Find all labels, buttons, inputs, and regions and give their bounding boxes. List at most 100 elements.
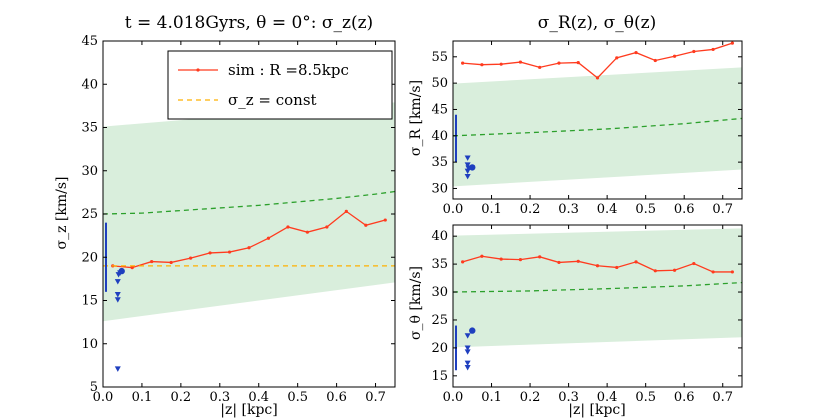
x-tick-label: 0.5 xyxy=(635,390,656,405)
x-tick-label: 0.4 xyxy=(597,390,618,405)
sigma-r-y-axis-label: σ_R [km/s] xyxy=(408,80,424,156)
y-tick-label: 20 xyxy=(81,250,98,265)
y-tick-label: 5 xyxy=(90,380,98,395)
panel-sigma-z: 0.0 0.1 0.2 0.3 0.4 0.5 0.6 0.7 5 10 15 20 25 30 35 40 4… xyxy=(81,34,396,405)
data-point xyxy=(653,58,657,63)
y-tick-label: 30 xyxy=(431,285,448,300)
data-point xyxy=(305,230,309,234)
data-point xyxy=(227,250,232,254)
observation-circle xyxy=(118,267,125,275)
observation-triangle xyxy=(464,155,471,161)
data-point xyxy=(266,236,271,240)
legend-sim-marker xyxy=(196,68,200,72)
y-tick-label: 15 xyxy=(431,369,448,384)
panel-sigma-theta: 0.0 0.1 0.2 0.3 0.4 0.5 0.6 0.7 15 20 25 30 35 40 xyxy=(431,224,743,405)
y-tick-label: 30 xyxy=(431,181,448,196)
data-point xyxy=(130,266,134,270)
data-point xyxy=(730,270,734,274)
x-tick-label: 0.3 xyxy=(209,390,230,405)
legend-sim-label: sim : R =8.5kpc xyxy=(228,61,349,79)
data-point xyxy=(344,209,348,214)
observation-triangle xyxy=(114,292,121,298)
x-tick-label: 0.7 xyxy=(712,390,733,405)
observation-triangle xyxy=(464,168,471,175)
data-point xyxy=(480,254,484,258)
observation-triangle xyxy=(464,360,471,366)
series-line-model xyxy=(453,281,742,293)
x-tick-label: 0.5 xyxy=(635,202,656,217)
y-tick-label: 25 xyxy=(431,313,448,328)
left-y-axis-label: σ_z [km/s] xyxy=(54,177,70,250)
left-panel-title: t = 4.018Gyrs, θ = 0°: σ_z(z) xyxy=(125,13,373,33)
data-point xyxy=(634,50,638,55)
series-line-model xyxy=(453,117,742,137)
series-line-model xyxy=(103,190,395,215)
legend-const-label: σ_z = const xyxy=(228,91,317,109)
data-point xyxy=(499,62,503,66)
data-point xyxy=(325,225,329,229)
y-tick-label: 50 xyxy=(431,76,448,91)
left-x-axis-label: |z| [kpc] xyxy=(220,402,277,418)
data-point xyxy=(247,246,251,250)
x-tick-label: 0.4 xyxy=(248,390,269,405)
data-point xyxy=(518,258,523,262)
y-tick-label: 45 xyxy=(431,102,448,117)
legend: sim : R =8.5kpc σ_z = const xyxy=(167,50,393,120)
data-point xyxy=(286,225,290,229)
observation-triangle xyxy=(464,162,471,168)
data-point xyxy=(595,76,600,80)
data-point xyxy=(653,269,657,273)
model-band xyxy=(453,67,742,187)
observation-triangle xyxy=(114,366,121,372)
data-point xyxy=(692,49,696,54)
axes-frame xyxy=(452,40,743,200)
observation-triangle xyxy=(464,333,471,339)
data-point xyxy=(615,56,619,60)
observation-triangle xyxy=(114,279,121,285)
y-tick-label: 35 xyxy=(431,155,448,170)
y-tick-label: 30 xyxy=(81,164,98,179)
x-tick-label: 0.2 xyxy=(171,390,192,405)
x-tick-label: 0.2 xyxy=(520,202,541,217)
legend-box xyxy=(167,50,393,120)
data-point xyxy=(615,265,619,270)
x-tick-label: 0.6 xyxy=(674,390,695,405)
data-point xyxy=(208,251,212,255)
data-point xyxy=(461,61,465,65)
y-tick-label: 25 xyxy=(81,207,98,222)
data-point xyxy=(557,260,561,265)
y-tick-label: 45 xyxy=(81,34,98,49)
axes-frame xyxy=(452,224,743,388)
observation-triangle xyxy=(464,345,471,351)
y-tick-label: 40 xyxy=(431,129,448,144)
y-tick-label: 40 xyxy=(431,229,448,244)
x-tick-label: 0.0 xyxy=(443,202,464,217)
right-x-axis-label: |z| [kpc] xyxy=(568,402,625,418)
data-point xyxy=(150,259,154,264)
data-point xyxy=(538,255,542,259)
x-tick-label: 0.0 xyxy=(93,390,114,405)
x-tick-label: 0.0 xyxy=(443,390,464,405)
y-tick-label: 55 xyxy=(431,50,448,65)
x-tick-label: 0.7 xyxy=(712,202,733,217)
data-point xyxy=(576,60,580,65)
observation-circle xyxy=(469,327,476,334)
data-point xyxy=(499,257,503,261)
data-point xyxy=(518,60,523,64)
y-tick-label: 10 xyxy=(81,337,98,352)
observation-triangle xyxy=(464,365,471,371)
data-point xyxy=(576,259,580,263)
y-tick-label: 40 xyxy=(81,77,98,92)
x-tick-label: 0.3 xyxy=(558,390,579,405)
data-point xyxy=(595,264,600,268)
x-tick-label: 0.6 xyxy=(326,390,347,405)
plot-area xyxy=(453,228,742,348)
data-point xyxy=(480,63,484,67)
y-tick-label: 15 xyxy=(81,294,98,309)
panel-sigma-r: 0.0 0.1 0.2 0.3 0.4 0.5 0.6 0.7 30 35 40 45 50 55 xyxy=(431,40,743,217)
plot-area xyxy=(103,102,395,322)
model-band xyxy=(453,228,742,348)
data-point xyxy=(538,65,542,69)
x-tick-label: 0.2 xyxy=(520,390,541,405)
y-tick-label: 35 xyxy=(81,121,98,136)
